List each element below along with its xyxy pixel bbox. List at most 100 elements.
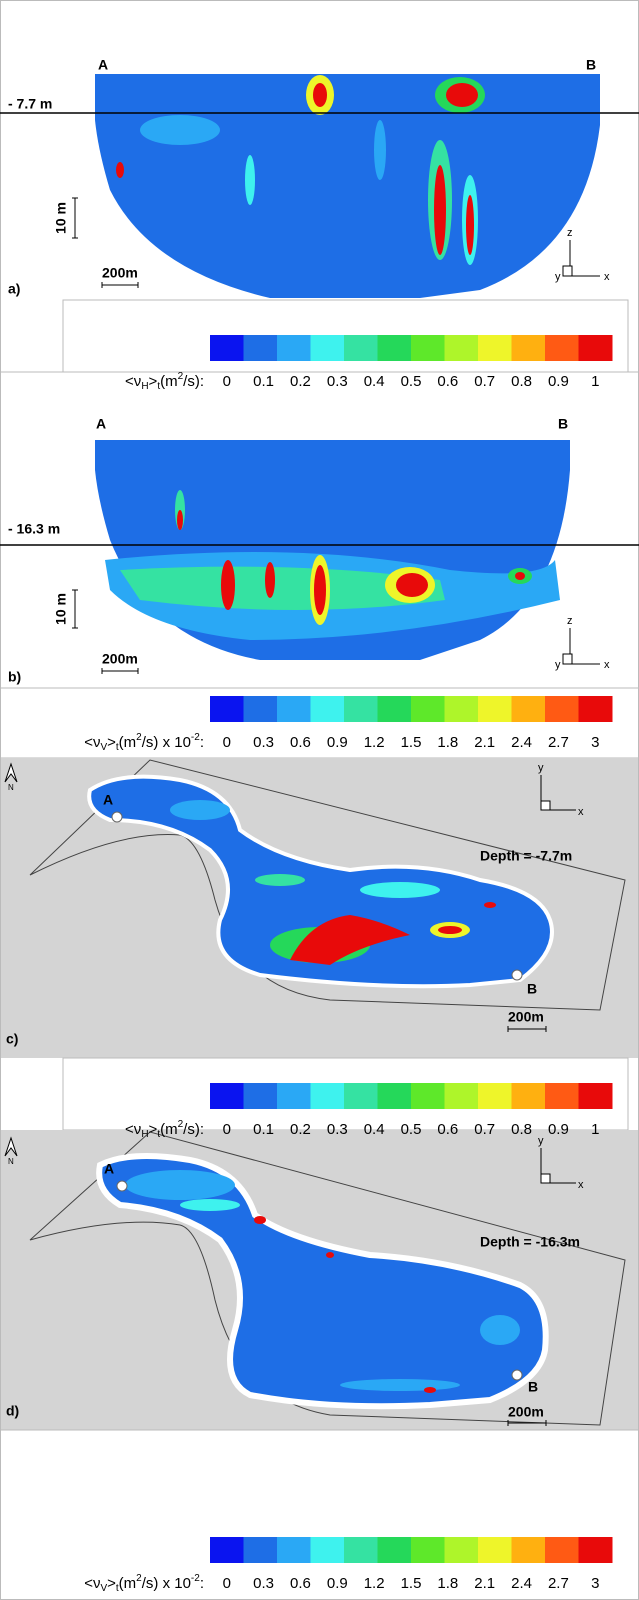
panel-d: A B Depth = -16.3m 200m d) N y x bbox=[1, 1130, 638, 1430]
colorbar-segment bbox=[545, 335, 579, 361]
colorbar-segment bbox=[277, 1083, 311, 1109]
colorbar-segment bbox=[344, 1537, 378, 1563]
colorbar-segment bbox=[478, 1537, 512, 1563]
horizontal-scale-label: 200m bbox=[508, 1009, 544, 1025]
colorbar-label-part: : bbox=[200, 1575, 204, 1592]
colorbar-tick-label: 0.3 bbox=[253, 1575, 274, 1592]
colorbar-label-part: > bbox=[107, 734, 116, 751]
axis-label: x bbox=[578, 806, 584, 818]
colorbar-segment bbox=[444, 1083, 479, 1109]
colorbar-segment bbox=[478, 1083, 512, 1109]
colorbar-segment bbox=[243, 335, 278, 361]
point-marker bbox=[511, 969, 523, 981]
depth-label: - 7.7 m bbox=[8, 96, 52, 112]
north-label: N bbox=[8, 1157, 14, 1166]
vertical-scale-label: 10 m bbox=[53, 202, 69, 234]
colorbar-tick-label: 3 bbox=[591, 734, 599, 751]
point-label: B bbox=[527, 981, 537, 997]
colorbar-label-part: 2 bbox=[136, 1573, 142, 1584]
colorbar-tick-label: 0.5 bbox=[401, 373, 422, 390]
colorbar-tick-label: 0 bbox=[223, 373, 231, 390]
colorbar-segment bbox=[277, 335, 311, 361]
colorbar-tick-label: 2.1 bbox=[474, 1575, 495, 1592]
colorbar-tick-label: 0.9 bbox=[548, 1121, 569, 1138]
colorbar-label-part: (m bbox=[119, 734, 137, 751]
axis-label: x bbox=[604, 271, 610, 283]
colorbar-tick-label: 0.7 bbox=[474, 373, 495, 390]
colorbar-label-part: t bbox=[157, 381, 160, 392]
point-marker bbox=[116, 1180, 128, 1192]
point-label: B bbox=[558, 416, 568, 432]
colorbar-tick-label: 0.6 bbox=[437, 373, 458, 390]
depth-label: Depth = -16.3m bbox=[480, 1234, 580, 1250]
horizontal-scale-bar bbox=[101, 282, 139, 288]
colorbar-segment bbox=[411, 1537, 445, 1563]
colorbar-segment bbox=[277, 696, 311, 722]
colorbar-label-part: -2 bbox=[191, 1573, 200, 1584]
point-label: A bbox=[96, 416, 106, 432]
colorbar-segment bbox=[578, 1537, 613, 1563]
lake-hotspots bbox=[125, 1170, 520, 1393]
colorbar-label-part: H bbox=[141, 1129, 148, 1140]
colorbar-label-part: t bbox=[157, 1129, 160, 1140]
colorbar-label-part: /s): bbox=[183, 373, 204, 390]
colorbar-segment bbox=[444, 1537, 479, 1563]
colorbar-tick-label: 1.5 bbox=[401, 734, 422, 751]
point-marker bbox=[111, 811, 123, 823]
colorbar-tick-label: 0.3 bbox=[327, 1121, 348, 1138]
colorbar-label-part: > bbox=[107, 1575, 116, 1592]
colorbar-label-part: 2 bbox=[136, 732, 142, 743]
colorbar-label: <νV>t(m2/s) x 10-2: bbox=[84, 732, 204, 753]
colorbar-label-part: <ν bbox=[125, 1121, 141, 1138]
colorbar-label: <νH>t(m2/s): bbox=[125, 1119, 204, 1140]
colorbar-label-part: 2 bbox=[178, 1119, 184, 1130]
colorbar-tick-label: 0.2 bbox=[290, 373, 311, 390]
colorbar-label-part: /s): bbox=[183, 1121, 204, 1138]
colorbar-tick-label: 2.1 bbox=[474, 734, 495, 751]
colorbar-label-part: V bbox=[100, 1583, 107, 1594]
colorbar-label-part: <ν bbox=[84, 1575, 100, 1592]
colorbar-segment bbox=[243, 1537, 278, 1563]
point-marker bbox=[511, 1369, 523, 1381]
colorbar-label-part: > bbox=[149, 373, 158, 390]
domain-boundary bbox=[29, 759, 626, 1011]
colorbar-label-part: <ν bbox=[125, 373, 141, 390]
colorbar-segment bbox=[277, 1537, 311, 1563]
colorbar-segment bbox=[478, 335, 512, 361]
depth-label: - 16.3 m bbox=[8, 521, 60, 537]
panel-c: A B Depth = -7.7m 200m c) N y x bbox=[1, 758, 638, 1058]
axis-label: y bbox=[538, 762, 544, 774]
point-label: A bbox=[103, 792, 113, 808]
colorbar-segment bbox=[411, 696, 445, 722]
colorbar-tick-label: 1 bbox=[591, 373, 599, 390]
colorbar-label-part: H bbox=[141, 381, 148, 392]
colorbar-label-part: /s) x 10 bbox=[142, 1575, 191, 1592]
horizontal-scale-bar bbox=[507, 1420, 547, 1426]
lake-field bbox=[96, 1153, 549, 1410]
colorbar-tick-label: 0.9 bbox=[327, 1575, 348, 1592]
colorbar-label: <νV>t(m2/s) x 10-2: bbox=[84, 1573, 204, 1594]
colorbar-segment bbox=[444, 335, 479, 361]
domain-boundary bbox=[29, 1131, 626, 1426]
section-hotspots bbox=[105, 490, 560, 640]
panel-label: c) bbox=[6, 1031, 18, 1047]
lake-hotspots bbox=[170, 800, 496, 965]
axis-label: z bbox=[567, 227, 573, 239]
colorbar-tick-label: 0.8 bbox=[511, 373, 532, 390]
colorbar-segment bbox=[344, 1083, 378, 1109]
north-label: N bbox=[8, 783, 14, 792]
colorbar-label-part: 2 bbox=[178, 371, 184, 382]
colorbar-segment bbox=[310, 1083, 345, 1109]
colorbar-tick-label: 1.8 bbox=[437, 734, 458, 751]
colorbar-segment bbox=[511, 335, 546, 361]
colorbar-segment bbox=[511, 1083, 546, 1109]
colorbar-segment bbox=[511, 696, 546, 722]
colorbar-label-part: /s) x 10 bbox=[142, 734, 191, 751]
colorbar-tick-label: 0.6 bbox=[290, 734, 311, 751]
colorbar-tick-label: 0.7 bbox=[474, 1121, 495, 1138]
colorbar-tick-label: 0 bbox=[223, 1121, 231, 1138]
axis-label: y bbox=[538, 1135, 544, 1147]
colorbar-segment bbox=[411, 335, 445, 361]
colorbar-label-part: : bbox=[200, 734, 204, 751]
colorbar-label-part: <ν bbox=[84, 734, 100, 751]
